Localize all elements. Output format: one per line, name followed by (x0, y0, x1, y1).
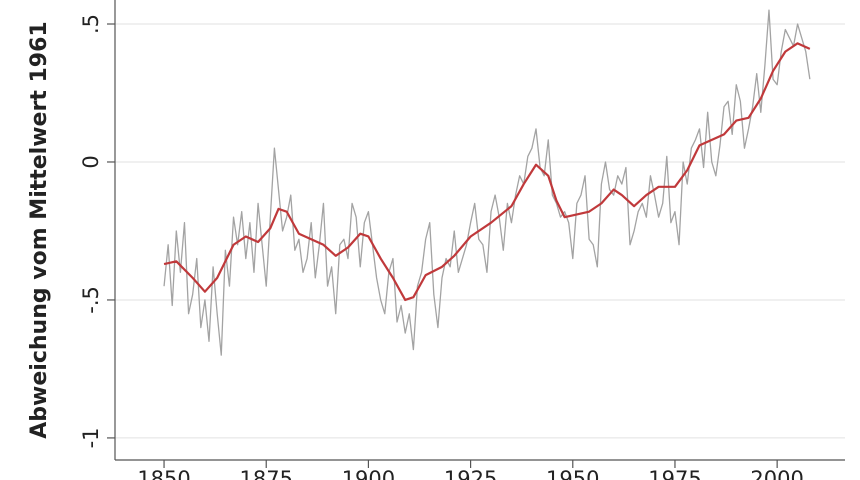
x-tick-label: 1900 (342, 467, 395, 480)
y-tick-label: 0 (79, 155, 103, 168)
smoothed-line (163, 42, 811, 302)
x-tick-label: 1875 (240, 467, 293, 480)
y-tick-label: .5 (79, 14, 103, 34)
y-tick-label: -1 (79, 427, 103, 448)
x-tick-label: 1925 (444, 467, 497, 480)
raw-line (163, 9, 811, 356)
x-tick-label: 2000 (750, 467, 803, 480)
x-tick-label: 1850 (137, 467, 190, 480)
x-tick-label: 1975 (648, 467, 701, 480)
y-tick-label: -.5 (79, 286, 103, 314)
y-axis-label: Abweichung vom Mittelwert 1961 (27, 21, 52, 438)
x-tick-label: 1950 (546, 467, 599, 480)
